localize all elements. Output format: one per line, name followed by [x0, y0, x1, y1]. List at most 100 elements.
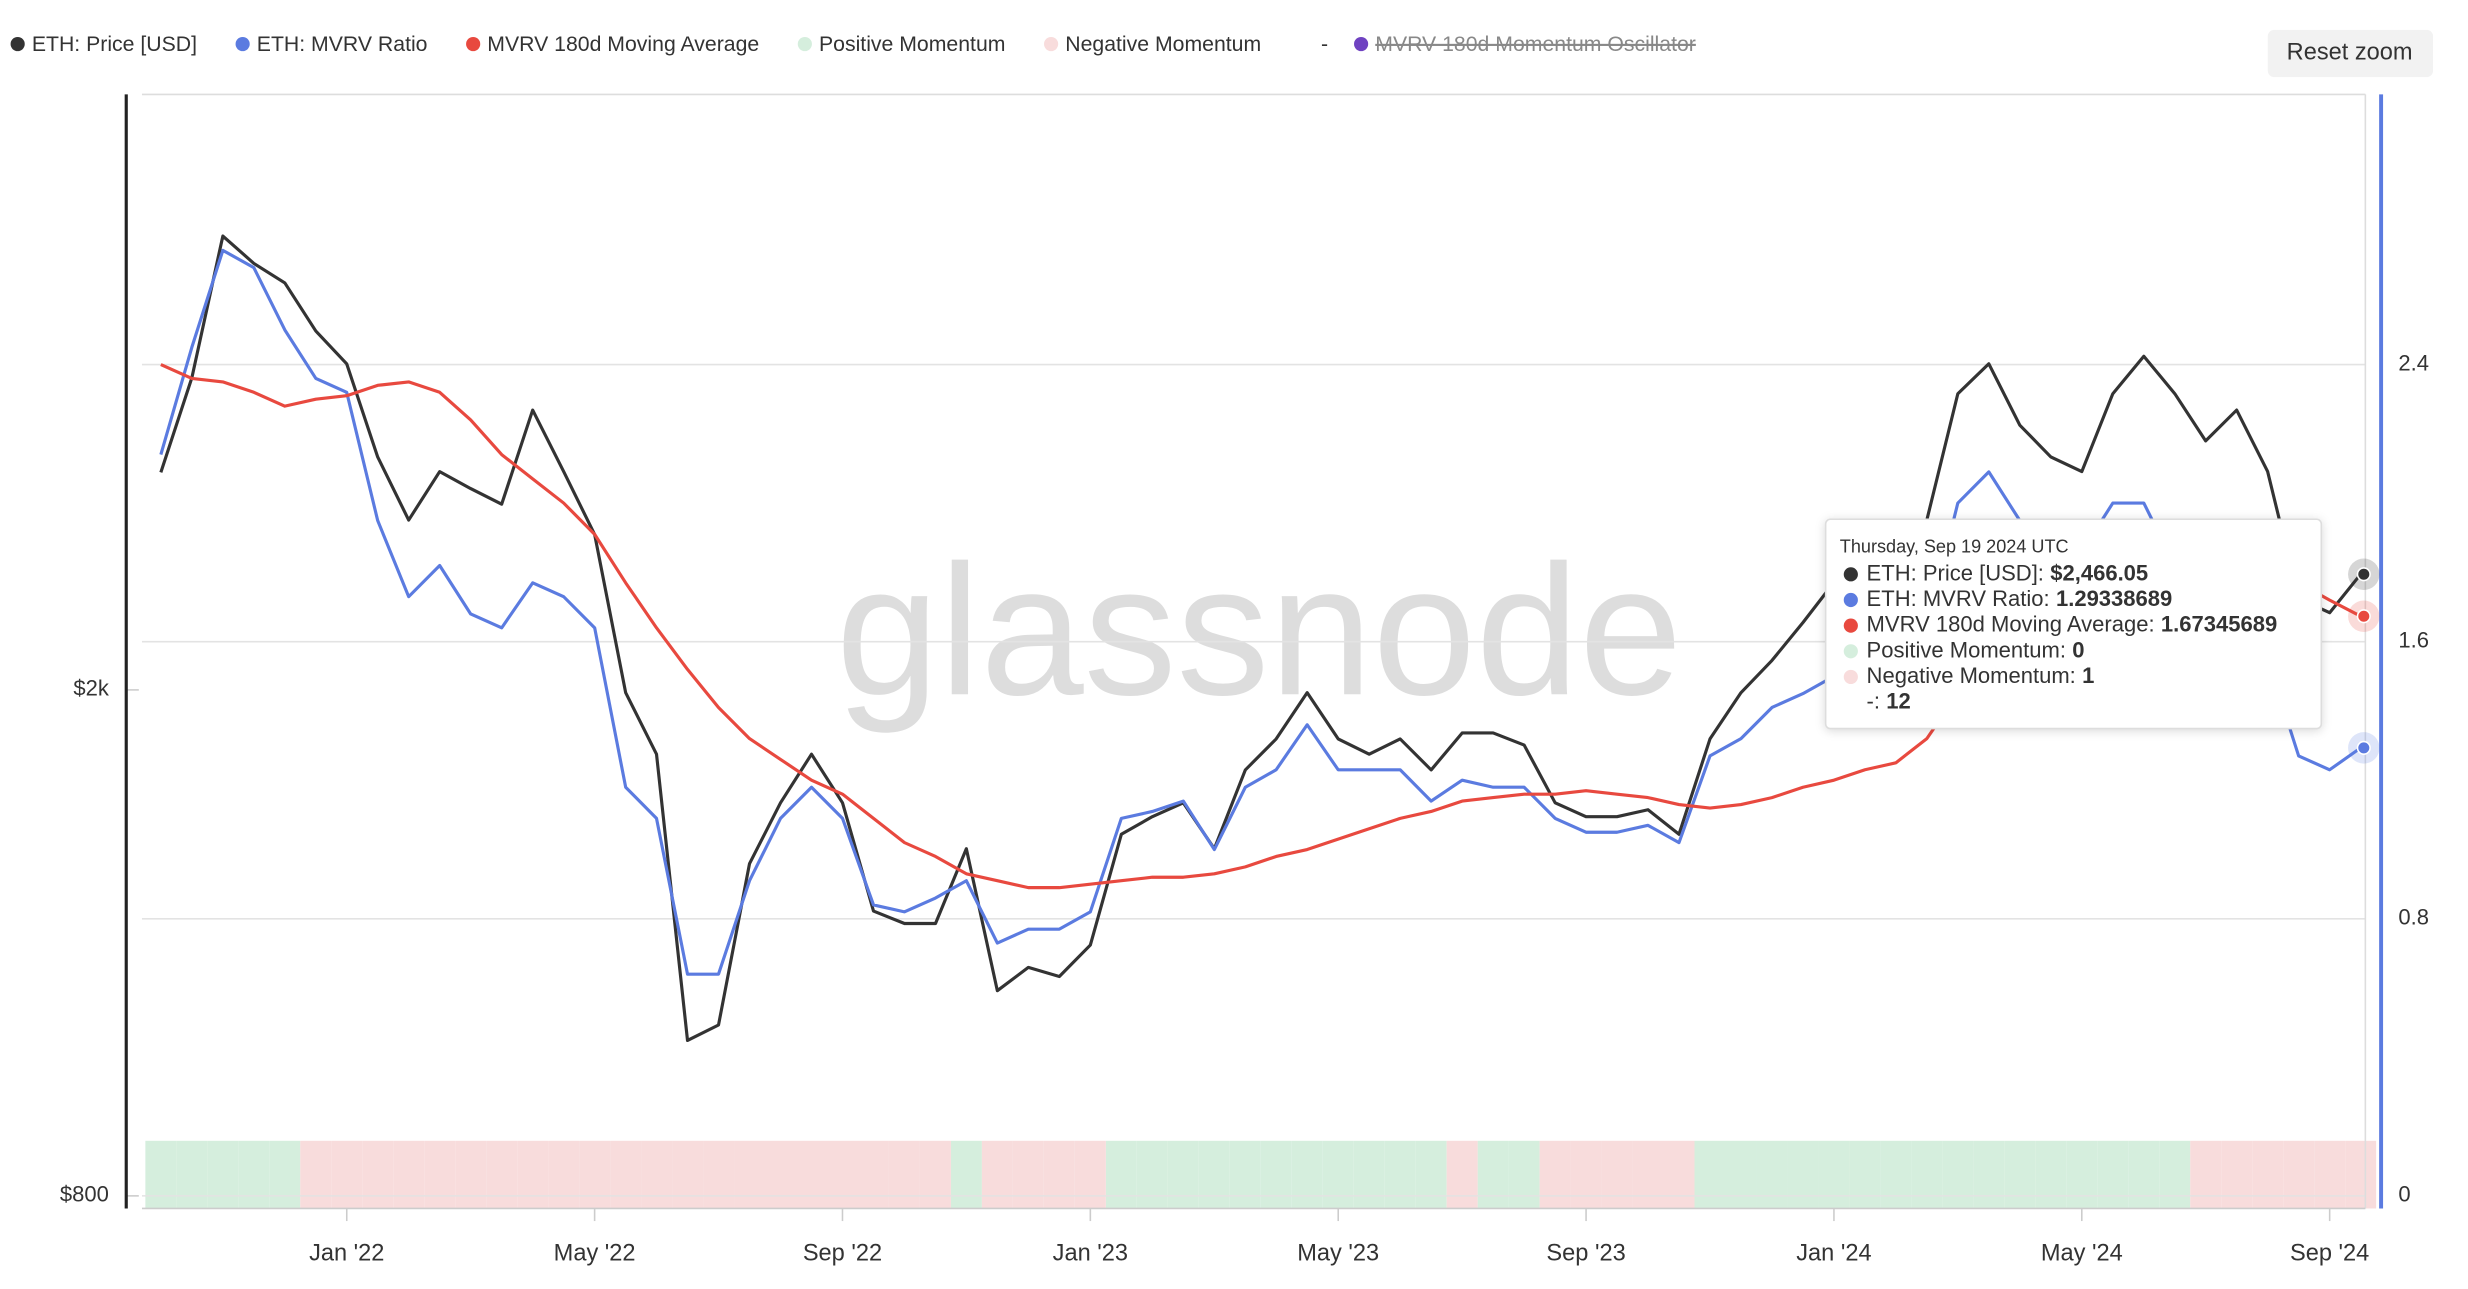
legend-label[interactable]: -: [1321, 32, 1328, 56]
momentum-band: [1849, 1140, 1881, 1209]
legend-dot: [10, 36, 25, 52]
x-tick-label: May '22: [554, 1240, 636, 1266]
tooltip-row: Negative Momentum: 1: [1867, 663, 2095, 688]
momentum-band: [1167, 1140, 1199, 1209]
series-line: [159, 234, 2362, 1042]
y2-tick-label: 0.8: [2398, 905, 2429, 930]
y2-tick-label: 2.4: [2398, 350, 2429, 375]
momentum-band: [2283, 1140, 2315, 1209]
momentum-band: [1012, 1140, 1044, 1209]
tooltip-value: 12: [1886, 688, 1911, 713]
momentum-band: [1384, 1140, 1416, 1209]
legend-label[interactable]: MVRV 180d Moving Average: [487, 32, 759, 56]
reset-zoom-button[interactable]: [2267, 29, 2434, 78]
momentum-band: [207, 1140, 239, 1209]
momentum-band: [176, 1140, 208, 1209]
momentum-band: [1601, 1140, 1633, 1209]
momentum-band: [362, 1140, 394, 1209]
tooltip-label: ETH: MVRV Ratio:: [1867, 586, 2050, 611]
momentum-band: [2314, 1140, 2346, 1209]
tooltip-dot: [1843, 618, 1858, 633]
y2-tick-label: 0: [2398, 1182, 2410, 1207]
momentum-band: [455, 1140, 487, 1209]
x-tick-label: Sep '23: [1546, 1240, 1625, 1266]
momentum-band: [1353, 1140, 1385, 1209]
momentum-band: [2128, 1140, 2160, 1209]
momentum-band: [1074, 1140, 1106, 1209]
momentum-band: [1663, 1140, 1695, 1209]
tooltip-label: Negative Momentum:: [1867, 663, 2076, 688]
momentum-band: [238, 1140, 270, 1209]
momentum-band: [1043, 1140, 1075, 1209]
legend-label[interactable]: MVRV 180d Momentum Oscillator: [1375, 32, 1696, 56]
tooltip-row: ETH: Price [USD]: $2,466.05: [1867, 560, 2149, 585]
tooltip-value: 1: [2082, 663, 2094, 688]
momentum-band: [1973, 1140, 2005, 1209]
tooltip-label: -:: [1867, 688, 1880, 713]
momentum-band: [641, 1140, 673, 1209]
momentum-band: [950, 1140, 982, 1209]
reset-zoom-label[interactable]: Reset zoom: [2287, 40, 2413, 66]
tooltip-value: 1.67345689: [2161, 611, 2277, 636]
legend-label[interactable]: ETH: Price [USD]: [32, 32, 197, 56]
tooltip-label: ETH: Price [USD]:: [1867, 560, 2044, 585]
legend-dot: [1354, 36, 1369, 52]
tooltip-row: Positive Momentum: 0: [1867, 637, 2085, 662]
y2-tick-label: 1.6: [2398, 627, 2429, 652]
momentum-band: [888, 1140, 920, 1209]
y-tick-label: $800: [60, 1182, 109, 1207]
legend-label[interactable]: Negative Momentum: [1065, 32, 1261, 56]
legend-dot: [1044, 36, 1059, 52]
momentum-band: [1725, 1140, 1757, 1209]
series-line: [159, 248, 2362, 976]
momentum-band: [610, 1140, 642, 1209]
momentum-band: [1260, 1140, 1292, 1209]
tooltip-label: MVRV 180d Moving Average:: [1867, 611, 2155, 636]
x-tick-label: Jan '23: [1053, 1240, 1128, 1266]
legend-label[interactable]: ETH: MVRV Ratio: [257, 32, 428, 56]
momentum-band: [269, 1140, 301, 1209]
momentum-band: [2066, 1140, 2098, 1209]
momentum-band: [1942, 1140, 1974, 1209]
momentum-band: [548, 1140, 580, 1209]
y-tick-label: $2k: [73, 676, 109, 701]
x-tick-label: Jan '22: [309, 1240, 384, 1266]
tooltip-dot: [1843, 567, 1858, 582]
momentum-band: [857, 1140, 889, 1209]
legend-label[interactable]: Positive Momentum: [819, 32, 1005, 56]
momentum-band: [517, 1140, 549, 1209]
momentum-band: [1446, 1140, 1478, 1209]
momentum-band: [2035, 1140, 2067, 1209]
tooltip-label: Positive Momentum:: [1867, 637, 2066, 662]
momentum-band: [1415, 1140, 1447, 1209]
tooltip-dot: [1843, 644, 1858, 659]
momentum-band: [734, 1140, 766, 1209]
legend-dot: [797, 36, 812, 52]
watermark: glassnode: [836, 527, 1682, 734]
hover-marker: [2356, 609, 2371, 624]
momentum-band: [1787, 1140, 1819, 1209]
tooltip-row: MVRV 180d Moving Average: 1.67345689: [1867, 611, 2278, 636]
tooltip-value: $2,466.05: [2050, 560, 2148, 585]
legend-dot: [235, 36, 250, 52]
momentum-band: [145, 1140, 177, 1209]
momentum-band: [981, 1140, 1013, 1209]
tooltip-dot: [1843, 669, 1858, 685]
momentum-band: [1694, 1140, 1726, 1209]
x-tick-label: May '23: [1297, 1240, 1379, 1266]
momentum-band: [2221, 1140, 2253, 1209]
momentum-band: [2097, 1140, 2129, 1209]
momentum-band: [1818, 1140, 1850, 1209]
momentum-band: [300, 1140, 332, 1209]
momentum-band: [919, 1140, 951, 1209]
momentum-band: [1911, 1140, 1943, 1209]
tooltip-dot: [1843, 592, 1858, 608]
momentum-band: [2345, 1140, 2377, 1209]
momentum-band: [796, 1140, 827, 1209]
momentum-band: [579, 1140, 611, 1209]
momentum-band: [826, 1140, 858, 1209]
momentum-band: [1198, 1140, 1230, 1209]
x-tick-label: Sep '22: [803, 1240, 882, 1266]
x-tick-label: May '24: [2041, 1240, 2123, 1266]
